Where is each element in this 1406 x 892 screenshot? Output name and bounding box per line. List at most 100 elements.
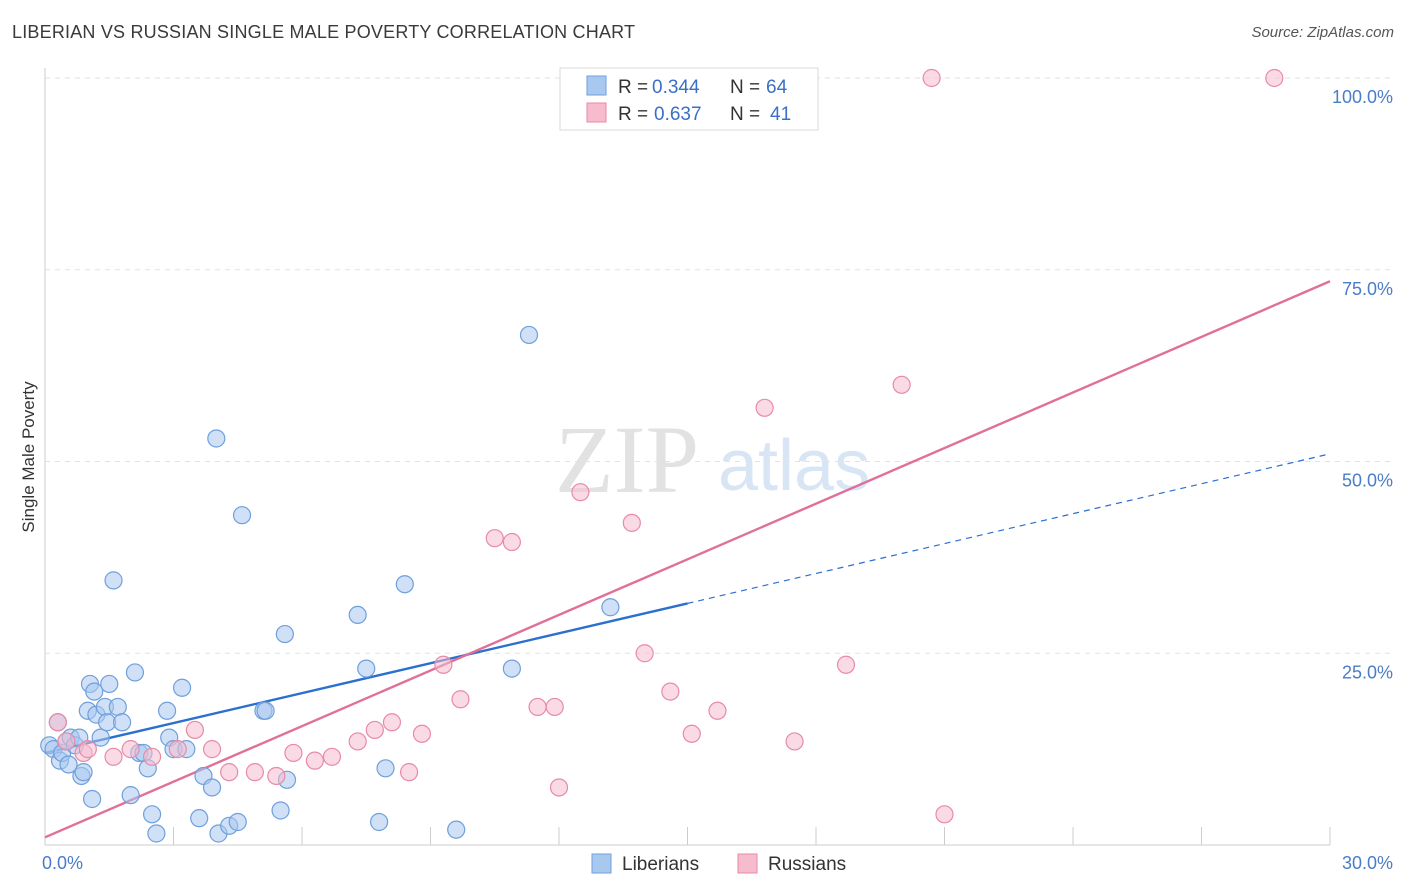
liberians-point-11 [74, 763, 93, 782]
russians-point-30 [635, 644, 654, 663]
liberians-point-50 [357, 659, 376, 678]
liberians-point-29 [142, 805, 162, 824]
y-tick-label-0: 25.0% [1342, 662, 1393, 682]
russians-point-25 [528, 697, 547, 717]
russians-point-35 [785, 732, 804, 751]
russians-point-36 [836, 655, 856, 674]
bottom-legend-label-liberians: Liberians [622, 854, 699, 875]
legend-r-value-2: 0.637 [654, 104, 702, 125]
legend-n-value-1: 64 [766, 77, 788, 98]
russians-point-32 [682, 724, 701, 743]
russians-trend-line [44, 280, 1331, 839]
russians-point-18 [382, 713, 402, 732]
grid-lines [45, 77, 1392, 654]
russians-point-33 [708, 701, 727, 720]
liberians-point-31 [157, 701, 177, 720]
y-tick-label-2: 75.0% [1342, 279, 1393, 299]
legend-n-label-1: N = [730, 77, 760, 98]
russians-point-28 [571, 483, 590, 502]
liberians-point-15 [85, 682, 104, 701]
russians-point-26 [545, 697, 564, 717]
russians-point-16 [348, 732, 367, 751]
russians-point-7 [168, 740, 187, 759]
bottom-legend-swatch-liberians [591, 853, 612, 874]
liberians-point-14 [83, 789, 102, 809]
russians-point-11 [245, 763, 264, 782]
russians-point-1 [57, 732, 76, 751]
chart-title: LIBERIAN VS RUSSIAN SINGLE MALE POVERTY … [12, 22, 636, 42]
liberians-point-46 [271, 801, 290, 820]
legend-r-label-1: R = [618, 77, 648, 98]
liberians-point-20 [100, 674, 119, 694]
russians-point-21 [434, 655, 453, 674]
liberians-point-43 [232, 506, 252, 525]
russians-point-22 [451, 690, 470, 709]
bottom-legend-label-russians: Russians [768, 854, 846, 875]
series-legend: Liberians Russians [591, 853, 846, 875]
liberians-point-25 [125, 663, 145, 682]
liberians-point-24 [121, 786, 140, 805]
liberians-point-53 [395, 575, 414, 594]
legend-n-value-2: 41 [770, 104, 791, 125]
liberians-point-55 [502, 659, 521, 678]
legend-swatch-liberians [586, 75, 607, 96]
x-tick-label-0: 0.0% [42, 853, 83, 873]
russians-point-27 [549, 778, 569, 797]
source-label: Source: ZipAtlas.com [1251, 24, 1394, 41]
axes [44, 68, 1331, 846]
watermark-atlas: atlas [718, 426, 870, 506]
liberians-point-49 [348, 605, 367, 625]
russians-point-12 [267, 766, 286, 786]
legend-r-value-1: 0.344 [652, 77, 700, 98]
liberians-point-22 [108, 697, 127, 717]
y-tick-labels: 25.0% 50.0% 75.0% 100.0% [1332, 87, 1393, 682]
russians-point-39 [935, 805, 954, 824]
russians-point-23 [485, 529, 504, 548]
liberians-point-17 [91, 728, 110, 747]
russians-point-19 [399, 763, 419, 782]
y-tick-label-1: 50.0% [1342, 471, 1393, 491]
liberians-point-52 [376, 759, 395, 778]
russians-point-34 [755, 398, 774, 417]
russians-point-31 [661, 682, 680, 701]
russians-point-6 [142, 747, 162, 766]
russians-point-8 [185, 720, 205, 740]
liberians-point-47 [275, 624, 294, 644]
russians-point-5 [121, 740, 140, 759]
stats-legend: R = 0.344 N = 64 R = 0.637 N = 41 [559, 67, 819, 131]
liberians-point-34 [172, 678, 192, 697]
liberians-trend-line [44, 602, 688, 755]
liberians-point-45 [256, 701, 275, 720]
liberians-point-54 [447, 820, 466, 839]
liberians-point-6 [59, 755, 78, 774]
russians-point-15 [322, 747, 342, 766]
liberians-point-30 [147, 824, 166, 843]
watermark: ZIP atlas [555, 406, 870, 513]
x-tick-label-1: 30.0% [1342, 853, 1393, 873]
x-tick-labels: 0.0% 30.0% [42, 853, 1393, 873]
y-axis-label: Single Male Poverty [19, 381, 38, 533]
liberians-point-38 [202, 778, 222, 797]
liberians-point-36 [190, 809, 209, 828]
russians-point-38 [922, 68, 941, 88]
russians-point-4 [104, 747, 123, 766]
russians-point-0 [48, 713, 67, 732]
liberians-point-42 [228, 812, 247, 832]
legend-r-label-2: R = [618, 104, 648, 125]
trend-lines [44, 280, 1331, 839]
russians-point-40 [1265, 68, 1284, 88]
liberians-point-56 [519, 325, 539, 345]
liberians-point-21 [104, 571, 123, 590]
y-tick-label-3: 100.0% [1332, 87, 1393, 107]
russians-point-14 [305, 751, 324, 770]
liberians-point-39 [207, 429, 226, 448]
russians-point-24 [502, 532, 521, 552]
russians-point-9 [202, 740, 222, 759]
russians-point-20 [412, 724, 432, 743]
russians-point-29 [622, 513, 641, 532]
russians-point-17 [365, 720, 384, 740]
russians-point-10 [220, 763, 239, 782]
data-points [40, 68, 1284, 843]
legend-n-label-2: N = [730, 104, 760, 125]
liberians-point-23 [112, 713, 132, 732]
